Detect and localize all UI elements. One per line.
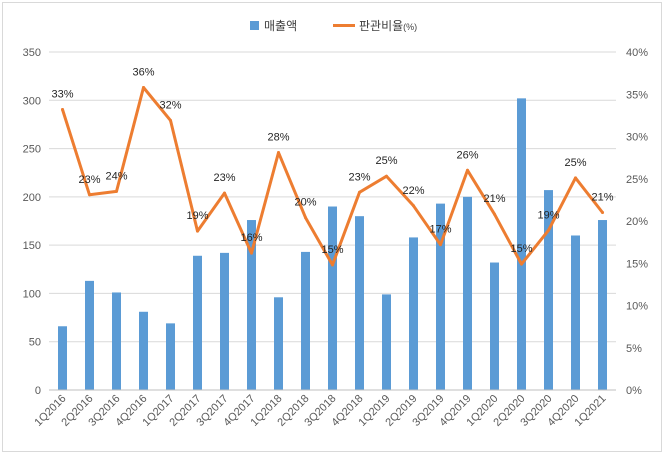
sga-ratio-data-label: 17% <box>429 224 451 236</box>
sga-ratio-point <box>601 211 604 215</box>
sga-ratio-line <box>61 85 604 267</box>
sga-ratio-point <box>439 243 442 247</box>
sga-ratio-point <box>574 176 577 180</box>
right-axis-tick-label: 0% <box>626 385 642 397</box>
sga-ratio-point <box>169 118 172 122</box>
sga-ratio-point <box>277 151 280 155</box>
legend: 매출액 판관비율(%) <box>250 19 417 33</box>
sga-ratio-data-label: 20% <box>294 197 316 209</box>
revenue-bar <box>193 255 202 390</box>
left-axis-tick-label: 350 <box>23 47 41 59</box>
sga-ratio-data-label: 15% <box>321 244 343 256</box>
revenue-bar <box>598 220 607 390</box>
legend-swatch-revenue <box>250 21 259 30</box>
revenue-bar <box>220 252 229 390</box>
sga-ratio-data-label: 21% <box>591 192 613 204</box>
revenue-bar <box>301 251 310 390</box>
left-axis-tick-label: 200 <box>23 192 41 204</box>
sga-ratio-data-label: 28% <box>267 132 289 144</box>
sga-ratio-point <box>223 191 226 195</box>
sga-ratio-data-label: 23% <box>213 172 235 184</box>
left-axis-tick-label: 0 <box>35 385 41 397</box>
sga-ratio-data-label: 22% <box>402 185 424 197</box>
right-axis-tick-label: 35% <box>626 89 648 101</box>
sga-ratio-data-label: 36% <box>132 66 154 78</box>
sga-ratio-data-label: 32% <box>159 99 181 111</box>
revenue-bar <box>436 203 445 390</box>
left-axis-tick-label: 300 <box>23 95 41 107</box>
sga-ratio-point <box>331 263 334 267</box>
right-axis-tick-label: 5% <box>626 343 642 355</box>
sga-ratio-data-label: 16% <box>240 232 262 244</box>
legend-label-revenue: 매출액 <box>264 19 297 33</box>
revenue-bar <box>490 262 499 390</box>
revenue-bar <box>85 280 94 390</box>
sga-ratio-point <box>196 229 199 233</box>
sga-ratio-point <box>304 216 307 220</box>
right-axis-tick-label: 40% <box>626 47 648 59</box>
revenue-bar <box>463 196 472 390</box>
sga-ratio-data-labels: 33% 23% 24% 36% 32% 19% 23% 16% 28% 20% 15% 23% 25% 2… <box>51 66 613 255</box>
revenue-bar <box>571 235 580 390</box>
sga-ratio-data-label: 15% <box>510 243 532 255</box>
revenue-bar <box>247 220 256 390</box>
left-axis: 0 50 100 150 200 250 300 350 <box>23 47 41 397</box>
x-axis: 1Q20162Q20163Q20164Q20161Q20172Q20173Q20… <box>32 389 616 429</box>
sga-ratio-data-label: 24% <box>105 170 127 182</box>
sga-ratio-point <box>358 190 361 194</box>
sga-ratio-point <box>385 174 388 178</box>
sga-ratio-point <box>547 228 550 232</box>
left-axis-tick-label: 250 <box>23 144 41 156</box>
left-axis-tick-label: 50 <box>29 337 41 349</box>
sga-ratio-data-label: 25% <box>375 155 397 167</box>
sga-ratio-point <box>61 107 64 111</box>
right-axis-tick-label: 15% <box>626 258 648 270</box>
sga-ratio-point <box>250 251 253 255</box>
legend-label-sga-ratio: 판관비율(%) <box>359 19 417 33</box>
revenue-bar <box>544 190 553 390</box>
revenue-bar <box>166 323 175 390</box>
sga-ratio-data-label: 21% <box>483 193 505 205</box>
right-axis: 0% 5% 10% 15% 20% 25% 30% 35% 40% <box>626 47 648 397</box>
right-axis-tick-label: 30% <box>626 132 648 144</box>
revenue-bar <box>58 326 67 390</box>
sga-ratio-point <box>493 212 496 216</box>
sga-ratio-data-label: 23% <box>78 174 100 186</box>
sga-ratio-point <box>520 262 523 266</box>
left-axis-tick-label: 100 <box>23 288 41 300</box>
right-axis-tick-label: 25% <box>626 174 648 186</box>
sga-ratio-data-label: 25% <box>564 157 586 169</box>
sga-ratio-data-label: 23% <box>348 171 370 183</box>
sga-ratio-data-label: 19% <box>186 210 208 222</box>
sga-ratio-point <box>412 204 415 208</box>
sga-ratio-point <box>88 193 91 197</box>
revenue-bar <box>274 297 283 390</box>
sga-ratio-data-label: 19% <box>537 209 559 221</box>
revenue-bar <box>139 311 148 390</box>
sga-ratio-point <box>142 85 145 89</box>
right-axis-tick-label: 20% <box>626 216 648 228</box>
revenue-bar <box>409 237 418 390</box>
revenue-bars <box>58 98 607 391</box>
revenue-bar <box>112 292 121 390</box>
sga-ratio-data-label: 26% <box>456 149 478 161</box>
left-axis-tick-label: 150 <box>23 240 41 252</box>
sga-ratio-point <box>466 168 469 172</box>
revenue-bar <box>328 206 337 390</box>
sga-ratio-point <box>115 189 118 193</box>
right-axis-tick-label: 10% <box>626 301 648 313</box>
revenue-bar <box>355 216 364 390</box>
revenue-bar <box>382 294 391 390</box>
revenue-bar <box>517 98 526 391</box>
sga-ratio-data-label: 33% <box>51 88 73 100</box>
